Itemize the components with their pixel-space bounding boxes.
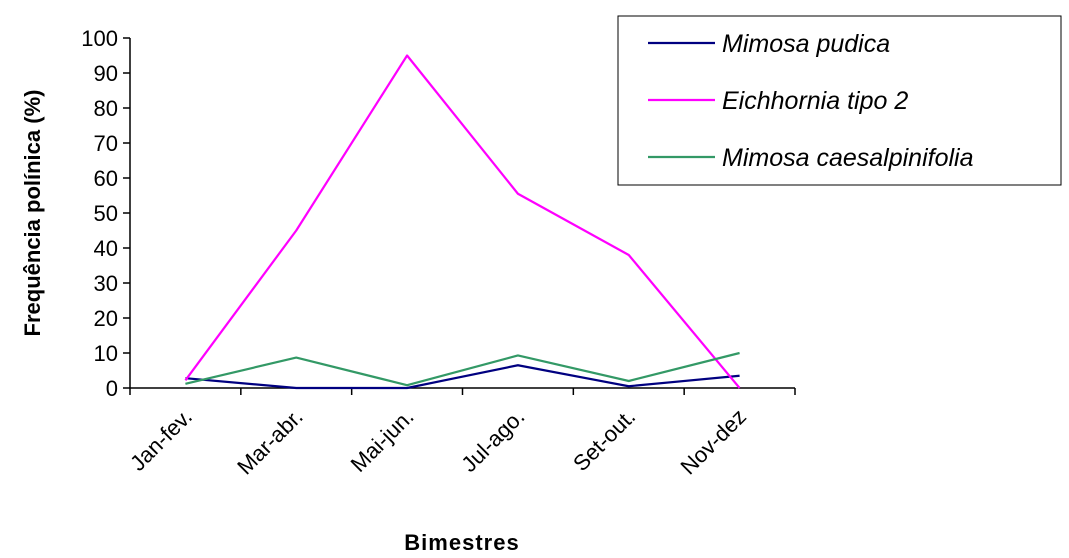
y-tick-label: 10 — [94, 341, 118, 366]
series-line-1 — [184, 54, 741, 389]
y-tick-label: 0 — [106, 376, 118, 401]
y-axis-title: Frequência polínica (%) — [20, 90, 45, 337]
legend-label: Eichhornia tipo 2 — [722, 87, 908, 115]
x-axis-ticks: Jan-fev. Mar-abr. Mai-jun. Jul-ago. Set-out.… — [125, 388, 796, 480]
y-axis-ticks: 0 10 20 30 40 50 60 70 80 90 100 — [81, 26, 130, 401]
y-tick-label: 50 — [94, 201, 118, 226]
series-line-2 — [185, 351, 740, 387]
y-tick-label: 60 — [94, 166, 118, 191]
x-tick-label: Nov-dez — [676, 404, 752, 480]
x-tick-label: Mar-abr. — [232, 404, 308, 480]
y-tick-label: 100 — [81, 26, 118, 51]
legend: Mimosa pudica Eichhornia tipo 2 Mimosa cae… — [617, 15, 1062, 186]
series-lines — [184, 54, 741, 390]
x-tick-label: Mai-jun. — [346, 404, 419, 477]
y-tick-label: 80 — [94, 96, 118, 121]
x-tick-label: Jan-fev. — [125, 404, 197, 476]
legend-label: Mimosa pudica — [722, 30, 890, 58]
legend-label: Mimosa caesalpinifolia — [722, 144, 974, 172]
y-tick-label: 90 — [94, 61, 118, 86]
x-tick-label: Set-out. — [568, 404, 640, 476]
x-tick-label: Jul-ago. — [456, 404, 529, 477]
y-tick-label: 40 — [94, 236, 118, 261]
series-line-0 — [185, 364, 740, 390]
y-tick-label: 20 — [94, 306, 118, 331]
y-tick-label: 70 — [94, 131, 118, 156]
y-tick-label: 30 — [94, 271, 118, 296]
x-axis-title: Bimestres — [404, 530, 519, 555]
